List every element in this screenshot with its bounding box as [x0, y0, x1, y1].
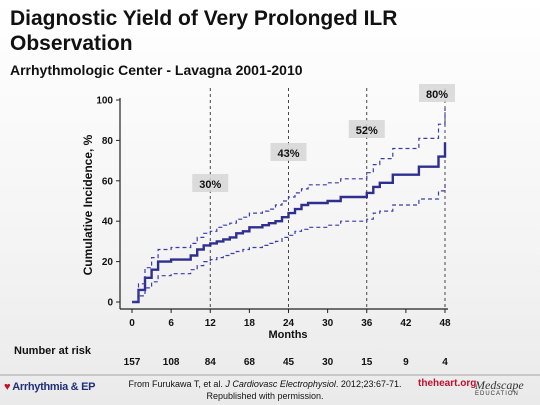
- medscape-logo-text: Medscape: [475, 378, 524, 392]
- km-chart: 30% 43% 52% 80% 0 20 40 60 80 100 0 6 12 18 24 30 36 42 4…: [81, 84, 455, 340]
- x-tick-label: 42: [400, 318, 412, 329]
- arrhythmia-ep-logo-text: Arrhythmia & EP: [12, 381, 96, 393]
- series-lower-ci: [132, 180, 446, 303]
- percent-annotation: 80%: [419, 84, 455, 102]
- number-at-risk-value: 9: [403, 357, 409, 368]
- number-at-risk-value: 30: [322, 357, 334, 368]
- annotation-box: [270, 143, 307, 161]
- number-at-risk-value: 4: [442, 357, 448, 368]
- citation-suffix: . 2012;23:67-71.: [335, 379, 402, 389]
- y-axis-label: Cumulative Incidence, %: [81, 134, 95, 275]
- annotation-label: 80%: [426, 89, 448, 101]
- percent-annotation: 30%: [192, 174, 229, 192]
- x-tick-label: 12: [205, 318, 217, 329]
- number-at-risk-value: 157: [123, 357, 141, 368]
- annotation-label: 52%: [356, 125, 378, 137]
- annotation-box: [419, 84, 455, 102]
- percent-annotations: 30% 43% 52% 80%: [192, 84, 455, 192]
- citation-journal: J Cardiovasc Electrophysiol: [225, 379, 336, 389]
- series-upper-ci: [132, 108, 446, 303]
- percent-annotation: 52%: [348, 120, 385, 138]
- footer-divider: [0, 374, 540, 376]
- annotation-box: [348, 120, 385, 138]
- series-group: [132, 108, 447, 304]
- x-tick-label: 0: [129, 318, 135, 329]
- y-tick-label: 60: [102, 176, 114, 187]
- x-tick-label: 48: [439, 318, 451, 329]
- x-tick-label: 6: [168, 318, 174, 329]
- y-tick-label: 20: [102, 257, 114, 268]
- series-estimate: [132, 142, 447, 304]
- number-at-risk-value: 108: [162, 357, 180, 368]
- annotation-label: 30%: [199, 179, 221, 191]
- citation-permission: Republished with permission.: [206, 391, 324, 401]
- reference-lines: [209, 88, 446, 309]
- annotation-box: [192, 174, 229, 192]
- axes-group: 0 20 40 60 80 100 0 6 12 18 24 30 36 42 48: [96, 96, 451, 330]
- y-tick-label: 80: [102, 136, 114, 147]
- annotation-label: 43%: [277, 148, 299, 160]
- x-tick-label: 36: [361, 318, 373, 329]
- theheart-logo: theheart.org: [418, 378, 477, 389]
- number-at-risk-value: 84: [204, 357, 216, 368]
- x-tick-label: 30: [322, 318, 334, 329]
- medscape-education-text: EDUCATION: [475, 391, 519, 397]
- number-at-risk-value: 15: [361, 357, 373, 368]
- x-tick-label: 24: [283, 318, 295, 329]
- y-tick-label: 100: [96, 96, 113, 107]
- page-title: Diagnostic Yield of Very Prolonged ILR O…: [10, 7, 398, 55]
- arrhythmia-ep-logo: ♥ Arrhythmia & EP: [4, 381, 95, 393]
- y-tick-label: 40: [102, 217, 114, 228]
- x-axis-label: Months: [268, 329, 307, 340]
- x-tick-label: 18: [244, 318, 256, 329]
- citation-prefix: From Furukawa T, et al.: [128, 379, 226, 389]
- page-subtitle: Arrhythmologic Center - Lavagna 2001-201…: [10, 62, 303, 78]
- medscape-logo: Medscape EDUCATION: [475, 378, 524, 397]
- citation: From Furukawa T, et al. J Cardiovasc Ele…: [120, 378, 410, 402]
- y-tick-label: 0: [107, 298, 113, 309]
- number-at-risk-label: Number at risk: [14, 345, 92, 357]
- percent-annotation: 43%: [270, 143, 307, 161]
- number-at-risk-value: 45: [282, 357, 295, 368]
- heart-pulse-icon: ♥: [4, 381, 11, 393]
- number-at-risk-value: 68: [243, 357, 255, 368]
